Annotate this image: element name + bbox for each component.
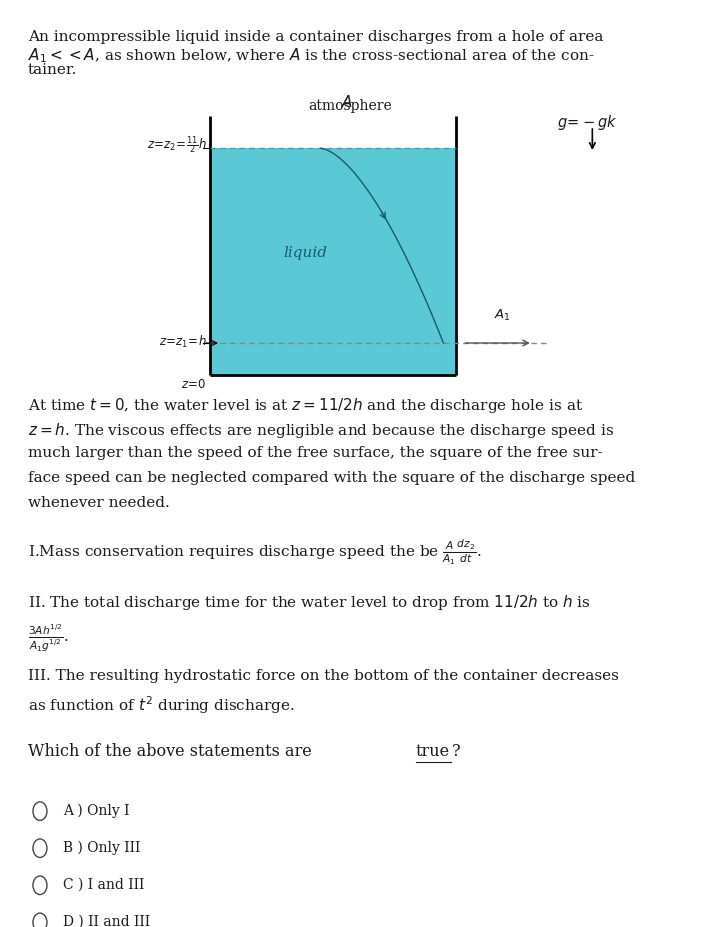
Text: Which of the above statements are: Which of the above statements are bbox=[28, 743, 317, 760]
Text: $z\!=\!z_1\!=\!h$: $z\!=\!z_1\!=\!h$ bbox=[159, 334, 207, 350]
Text: $A_1$: $A_1$ bbox=[494, 308, 511, 323]
Text: $\frac{3Ah^{1/2}}{A_1 g^{1/2}}$.: $\frac{3Ah^{1/2}}{A_1 g^{1/2}}$. bbox=[28, 623, 69, 654]
Text: $g\!=\!-gk$: $g\!=\!-gk$ bbox=[557, 113, 618, 132]
Text: ?: ? bbox=[452, 743, 461, 760]
Text: tainer.: tainer. bbox=[28, 63, 77, 77]
Text: as function of $t^2$ during discharge.: as function of $t^2$ during discharge. bbox=[28, 694, 295, 716]
Text: much larger than the speed of the free surface, the square of the free sur-: much larger than the speed of the free s… bbox=[28, 446, 603, 460]
Text: C ) I and III: C ) I and III bbox=[63, 878, 144, 892]
Text: atmosphere: atmosphere bbox=[308, 99, 393, 113]
Text: D ) II and III: D ) II and III bbox=[63, 915, 150, 927]
Bar bbox=[210, 148, 456, 375]
Text: II. The total discharge time for the water level to drop from $11/2h$ to $h$ is: II. The total discharge time for the wat… bbox=[28, 593, 591, 612]
Text: liquid: liquid bbox=[283, 246, 327, 260]
Text: An incompressible liquid inside a container discharges from a hole of area: An incompressible liquid inside a contai… bbox=[28, 30, 604, 44]
Text: B ) Only III: B ) Only III bbox=[63, 841, 140, 856]
Text: III. The resulting hydrostatic force on the bottom of the container decreases: III. The resulting hydrostatic force on … bbox=[28, 669, 619, 683]
Text: $z = h$. The viscous effects are negligible and because the discharge speed is: $z = h$. The viscous effects are negligi… bbox=[28, 421, 614, 439]
Text: $A_1 << A$, as shown below, where $A$ is the cross-sectional area of the con-: $A_1 << A$, as shown below, where $A$ is… bbox=[28, 46, 594, 65]
Text: I.Mass conservation requires discharge speed the be $\frac{A}{A_1}\frac{dz_2}{dt: I.Mass conservation requires discharge s… bbox=[28, 538, 482, 567]
Text: $z\!=\!0$: $z\!=\!0$ bbox=[182, 378, 207, 391]
Text: true: true bbox=[416, 743, 450, 760]
Text: whenever needed.: whenever needed. bbox=[28, 496, 170, 510]
Text: A ) Only I: A ) Only I bbox=[63, 804, 130, 819]
Text: $z\!=\!z_2\!=\!\frac{11}{2}h$: $z\!=\!z_2\!=\!\frac{11}{2}h$ bbox=[147, 134, 207, 157]
Text: face speed can be neglected compared with the square of the discharge speed: face speed can be neglected compared wit… bbox=[28, 471, 635, 485]
Text: At time $t = 0$, the water level is at $z = 11/2h$ and the discharge hole is at: At time $t = 0$, the water level is at $… bbox=[28, 396, 583, 414]
Text: $A$: $A$ bbox=[341, 95, 353, 110]
